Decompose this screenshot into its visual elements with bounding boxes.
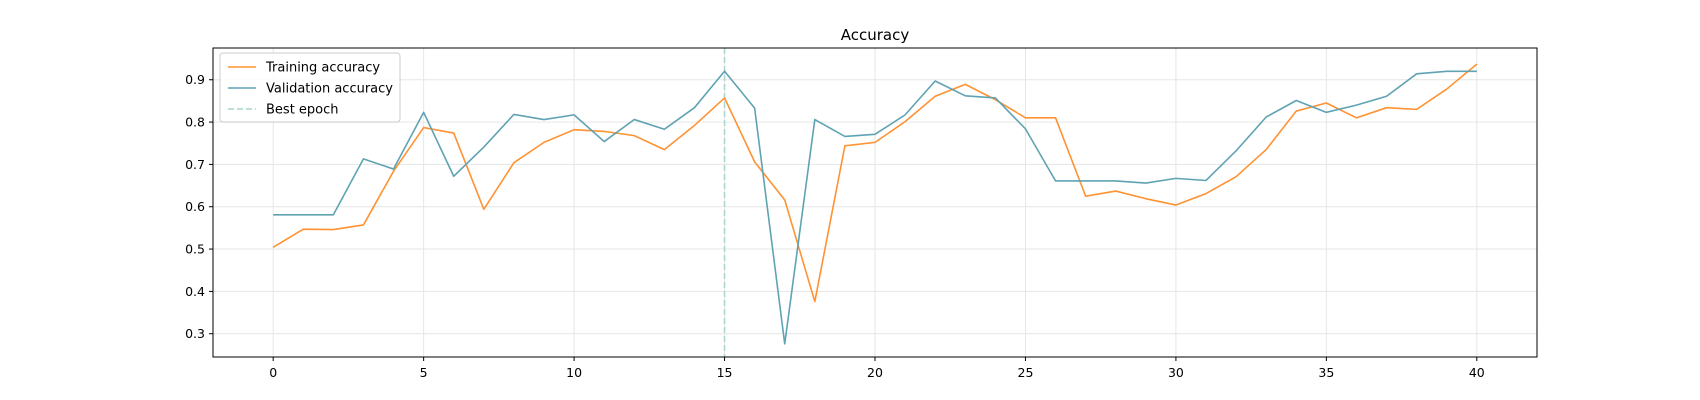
chart-title: Accuracy [841,26,910,44]
training-accuracy-line [272,63,1478,303]
validation-accuracy-line [273,70,1477,345]
y-tick-label: 0.9 [185,72,205,87]
y-tick-label: 0.8 [185,115,205,130]
legend-label-validation: Validation accuracy [266,82,393,97]
legend-label-training: Training accuracy [265,61,380,76]
x-tick-label: 5 [420,365,428,380]
x-tick-label: 25 [1018,365,1034,380]
x-tick-label: 35 [1318,365,1334,380]
y-tick-label: 0.3 [185,326,205,341]
x-tick-label: 20 [867,365,883,380]
x-tick-label: 10 [566,365,582,380]
y-tick-label: 0.7 [185,157,205,172]
legend-label-best-epoch: Best epoch [266,103,339,118]
x-tick-label: 40 [1469,365,1485,380]
y-tick-label: 0.4 [185,284,205,299]
legend-box [219,52,401,123]
grid [213,48,1537,357]
series-lines [272,63,1478,345]
x-axis-ticks: 0 5 10 15 20 25 30 35 40 [269,357,1485,380]
y-tick-label: 0.5 [185,242,205,257]
x-tick-label: 30 [1168,365,1184,380]
y-tick-label: 0.6 [185,199,205,214]
x-tick-label: 0 [269,365,277,380]
y-axis-ticks: 0.3 0.4 0.5 0.6 0.7 0.8 0.9 [185,72,213,341]
x-tick-label: 15 [717,365,733,380]
legend: Training accuracy Validation accuracy Be… [219,52,401,123]
